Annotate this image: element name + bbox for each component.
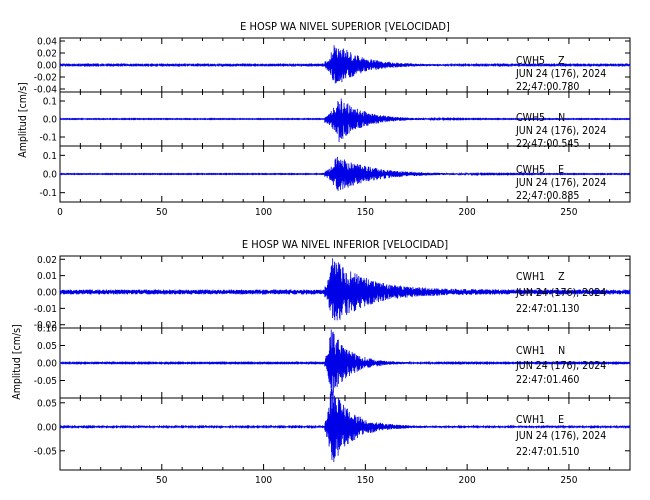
y-tick-label: 0.1 <box>43 151 57 162</box>
component-name: E <box>558 164 564 176</box>
trace-panel-superior-e: 0.1 0.0 -0.1 CWH5 E JUN 24 (176), 2024 22:… <box>39 145 631 203</box>
trace-date: JUN 24 (176), 2024 <box>515 287 606 299</box>
seismic-trace-cwh5-e <box>59 156 631 191</box>
y-tick-label: 0.05 <box>37 341 57 352</box>
trace-panel-inferior-e: 0.050.00-0.05 CWH1 E JUN 24 (176), 2024 … <box>34 388 631 471</box>
y-tick-label: 0.0 <box>43 115 58 126</box>
y-tick-label: 0.02 <box>37 255 57 266</box>
station-name: CWH5 <box>516 164 545 176</box>
y-tick-label: 0.00 <box>37 422 57 433</box>
trace-time: 22:47:00.545 <box>516 138 579 150</box>
y-tick-label: 0.02 <box>37 49 57 60</box>
x-tick-label: 150 <box>357 475 374 486</box>
station-name: CWH1 <box>516 271 545 283</box>
y-tick-label: 0.00 <box>37 288 57 299</box>
station-name: CWH5 <box>516 55 545 67</box>
trace-time: 22:47:00.885 <box>516 190 579 202</box>
y-tick-label: 0.10 <box>37 324 57 335</box>
trace-panel-inferior-z: 0.02 0.01 0.00 -0.01 -0.02 CWH1 Z JUN 24 (17… <box>34 255 631 331</box>
x-tick-label: 200 <box>459 475 476 486</box>
trace-station-label: CWH1 E <box>516 414 564 426</box>
x-tick-label: 100 <box>255 475 272 486</box>
y-ticks: 0.040.020.00-0.02-0.04 <box>34 37 630 96</box>
x-axis-superior: 0 50 100 150 200 250 <box>57 38 631 218</box>
x-tick-label: 150 <box>357 207 374 218</box>
station-name: CWH5 <box>516 112 545 124</box>
trace-station-label: CWH1 Z <box>516 271 565 283</box>
trace-station-label: CWH5 Z <box>516 55 565 67</box>
y-tick-label: 0.00 <box>37 359 57 370</box>
x-tick-label: 100 <box>255 207 272 218</box>
y-tick-label: -0.02 <box>34 320 57 331</box>
y-tick-label: -0.1 <box>39 133 57 144</box>
y-tick-label: 0.1 <box>43 97 57 108</box>
component-name: Z <box>558 271 565 283</box>
chart-title-inferior: E HOSP WA NIVEL INFERIOR [VELOCIDAD] <box>242 238 448 251</box>
trace-station-label: CWH5 N <box>516 112 565 124</box>
x-tick-label: 50 <box>156 475 168 486</box>
x-tick-label: 0 <box>57 207 63 218</box>
seismic-trace-cwh1-e <box>59 388 631 463</box>
trace-date: JUN 24 (176), 2024 <box>515 360 606 372</box>
seismic-trace-cwh5-n <box>59 98 631 143</box>
trace-time: 22:47:01.510 <box>516 446 579 458</box>
y-tick-label: 0.05 <box>37 398 57 409</box>
trace-time: 22:47:00.780 <box>516 81 579 93</box>
seismic-trace-cwh1-z <box>59 258 631 321</box>
seismic-trace-cwh5-z <box>59 45 631 84</box>
station-name: CWH1 <box>516 345 545 357</box>
y-ticks: 0.02 0.01 0.00 -0.01 -0.02 <box>34 255 630 331</box>
trace-date: JUN 24 (176), 2024 <box>515 68 606 80</box>
x-tick-label: 200 <box>459 207 476 218</box>
y-tick-label: -0.05 <box>34 376 57 387</box>
y-tick-label: -0.05 <box>34 446 57 457</box>
y-tick-label: 0.0 <box>43 170 58 181</box>
y-tick-label: 0.00 <box>37 61 57 72</box>
x-tick-label: 250 <box>560 207 577 218</box>
trace-date: JUN 24 (176), 2024 <box>515 430 606 442</box>
trace-station-label: CWH5 E <box>516 164 564 176</box>
x-axis-inferior: 50 100 150 200 250 <box>59 256 631 486</box>
x-tick-label: 250 <box>560 475 577 486</box>
component-name: Z <box>558 55 565 67</box>
trace-panel-inferior-n: 0.10 0.05 0.00 -0.05 CWH1 N JUN 24 (176), 2… <box>34 324 631 399</box>
x-tick-label: 50 <box>156 207 168 218</box>
trace-date: JUN 24 (176), 2024 <box>515 125 606 137</box>
y-axis-label-inferior: Amplitud [cm/s] <box>11 324 23 399</box>
trace-time: 22:47:01.130 <box>516 303 579 315</box>
trace-date: JUN 24 (176), 2024 <box>515 177 606 189</box>
trace-time: 22:47:01.460 <box>516 374 579 386</box>
component-name: N <box>558 112 565 124</box>
y-axis-label-superior: Amplitud [cm/s] <box>17 82 29 157</box>
component-name: E <box>558 414 564 426</box>
trace-panel-superior-n: 0.1 0.0 -0.1 CWH5 N JUN 24 (176), 2024 22:… <box>39 91 631 150</box>
trace-station-label: CWH1 N <box>516 345 565 357</box>
chart-superior: E HOSP WA NIVEL SUPERIOR [VELOCIDAD] Amp… <box>17 20 631 218</box>
chart-inferior: E HOSP WA NIVEL INFERIOR [VELOCIDAD] Amp… <box>11 238 631 486</box>
y-tick-label: 0.01 <box>37 271 57 282</box>
trace-panel-superior-z: 0.040.020.00-0.02-0.04 CWH5 Z JUN 24 (17… <box>34 37 631 96</box>
y-tick-label: 0.04 <box>37 37 57 48</box>
y-tick-label: -0.1 <box>39 188 57 199</box>
station-name: CWH1 <box>516 414 545 426</box>
chart-title-superior: E HOSP WA NIVEL SUPERIOR [VELOCIDAD] <box>240 20 450 33</box>
seismic-trace-cwh1-n <box>59 329 631 396</box>
y-tick-label: -0.01 <box>34 304 57 315</box>
y-tick-label: -0.02 <box>34 73 57 84</box>
y-tick-label: -0.04 <box>34 85 58 96</box>
component-name: N <box>558 345 565 357</box>
